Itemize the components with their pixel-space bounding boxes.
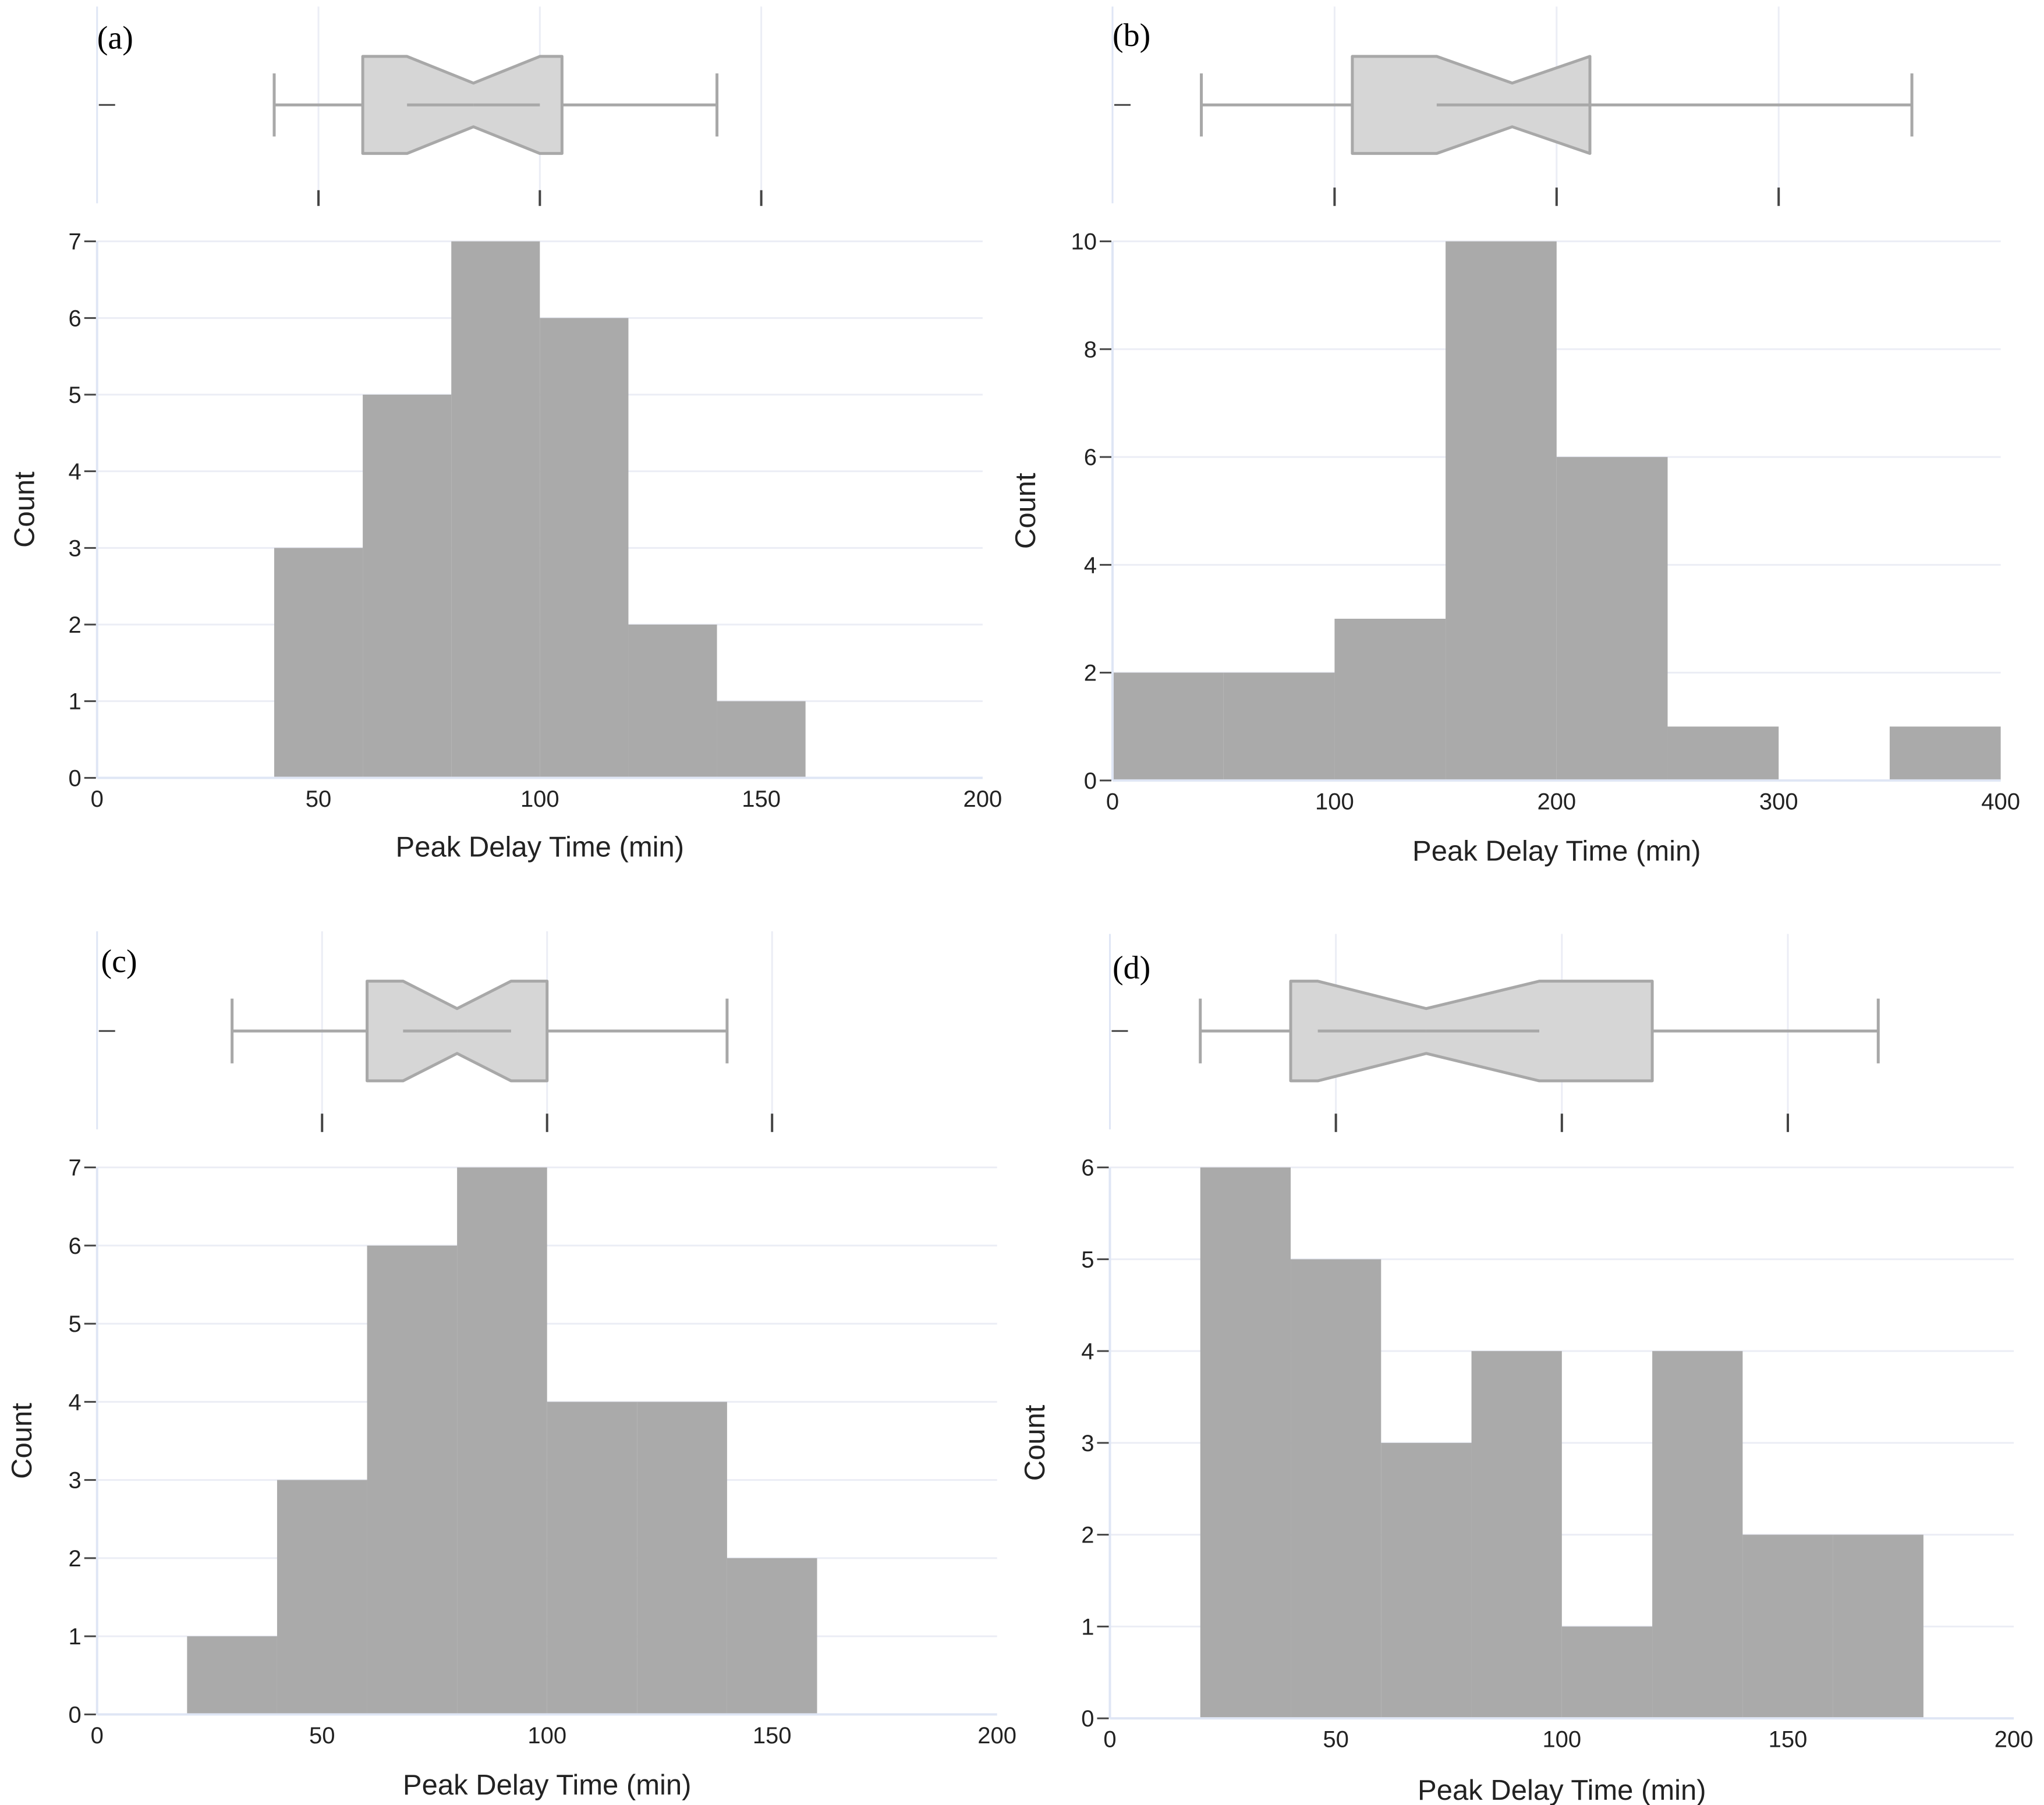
- y-tick-label: 3: [69, 536, 82, 561]
- x-tick-label: 150: [753, 1723, 792, 1749]
- panel-label-c: (c): [101, 944, 137, 980]
- histogram-bar: [1223, 672, 1335, 781]
- histogram-bar: [363, 394, 452, 778]
- x-tick-label: 200: [977, 1723, 1016, 1749]
- y-tick-label: 0: [69, 1702, 82, 1728]
- histogram-bar: [457, 1167, 547, 1715]
- histogram-bar: [1200, 1167, 1291, 1719]
- x-tick-label: 200: [1995, 1727, 2034, 1753]
- y-tick-label: 3: [69, 1468, 82, 1494]
- histogram-bar: [1446, 241, 1557, 781]
- histogram-bar: [1742, 1534, 1833, 1719]
- histogram-bar: [277, 1480, 367, 1715]
- y-tick-label: 7: [69, 1155, 82, 1181]
- x-tick-label: 100: [1315, 789, 1354, 814]
- y-tick-label: 5: [69, 382, 82, 408]
- histogram-bar: [1561, 1626, 1653, 1719]
- histogram-bar: [1112, 672, 1224, 781]
- y-tick-label: 4: [1081, 1339, 1094, 1364]
- histogram-bar: [540, 318, 629, 778]
- y-tick-label: 7: [69, 229, 82, 255]
- x-tick-label: 400: [1981, 789, 2020, 814]
- x-tick-label: 0: [1103, 1727, 1116, 1753]
- histogram-bar: [1291, 1259, 1381, 1719]
- y-tick-label: 2: [69, 612, 82, 638]
- x-axis-title-a: Peak Delay Time (min): [396, 832, 685, 863]
- panel-c: 0 1 2 3 4 5 6 7 0 50 100 150 200 (c) Peak Delay Time (…: [6, 931, 1016, 1801]
- panel-d: 0 1 2 3 4 5 6 0 50 100 150 200 (d) Peak Delay Time (m…: [1019, 934, 2034, 1805]
- y-tick-label: 8: [1084, 337, 1097, 363]
- y-tick-label: 5: [69, 1311, 82, 1337]
- histogram-bar: [717, 701, 806, 778]
- y-tick-label: 6: [1081, 1155, 1094, 1181]
- x-tick-label: 0: [91, 786, 104, 812]
- x-tick-label: 100: [1542, 1727, 1581, 1753]
- y-tick-label: 6: [69, 1233, 82, 1259]
- histogram-bar: [1381, 1442, 1472, 1719]
- panel-a: 0 1 2 3 4 5 6 7 0 50 100 150 200 (a) Peak Delay Time (…: [9, 6, 1002, 863]
- x-axis-title-d: Peak Delay Time (min): [1418, 1775, 1706, 1805]
- x-tick-label: 0: [91, 1723, 104, 1749]
- panel-label-b: (b): [1113, 17, 1150, 54]
- y-tick-label: 3: [1081, 1431, 1094, 1456]
- y-tick-label: 1: [69, 689, 82, 715]
- histogram-bar: [1471, 1351, 1562, 1719]
- x-tick-label: 50: [1323, 1727, 1349, 1753]
- y-axis-title-d: Count: [1019, 1405, 1051, 1481]
- x-tick-label: 300: [1759, 789, 1798, 814]
- x-axis-title-c: Peak Delay Time (min): [403, 1769, 692, 1801]
- x-tick-label: 100: [520, 786, 559, 812]
- histogram-bar: [1556, 457, 1668, 781]
- histogram-bar: [367, 1245, 458, 1715]
- histogram-bar: [628, 625, 717, 778]
- y-tick-label: 2: [69, 1546, 82, 1572]
- histogram-bar: [637, 1402, 727, 1715]
- y-tick-label: 6: [1084, 445, 1097, 470]
- x-tick-label: 50: [309, 1723, 335, 1749]
- x-tick-label: 50: [306, 786, 332, 812]
- y-axis-title-a: Count: [9, 471, 41, 548]
- y-tick-label: 0: [1084, 768, 1097, 794]
- y-tick-label: 5: [1081, 1247, 1094, 1272]
- y-tick-label: 10: [1071, 229, 1097, 255]
- y-axis-title-b: Count: [1010, 473, 1042, 549]
- y-tick-label: 4: [69, 459, 82, 485]
- y-tick-label: 1: [69, 1624, 82, 1650]
- y-tick-label: 2: [1081, 1523, 1094, 1548]
- x-tick-label: 200: [963, 786, 1002, 812]
- histogram-bar: [187, 1636, 277, 1715]
- histogram-bar: [1652, 1351, 1743, 1719]
- histogram-bar: [1889, 726, 2001, 781]
- y-tick-label: 0: [1081, 1706, 1094, 1732]
- histogram-bar: [274, 548, 363, 778]
- x-axis-title-b: Peak Delay Time (min): [1412, 835, 1701, 867]
- y-tick-label: 2: [1084, 661, 1097, 686]
- x-tick-label: 100: [527, 1723, 566, 1749]
- x-tick-label: 200: [1537, 789, 1576, 814]
- histogram-bar: [1833, 1534, 1923, 1719]
- y-tick-label: 4: [69, 1389, 82, 1415]
- panel-label-a: (a): [97, 20, 133, 56]
- panel-label-d: (d): [1113, 950, 1150, 986]
- y-tick-label: 4: [1084, 552, 1097, 578]
- y-tick-label: 6: [69, 306, 82, 331]
- x-tick-label: 0: [1106, 789, 1119, 814]
- histogram-bar: [1667, 726, 1779, 781]
- x-tick-label: 150: [1769, 1727, 1808, 1753]
- histogram-bar: [727, 1558, 817, 1715]
- histogram-bar: [547, 1402, 637, 1715]
- y-tick-label: 1: [1081, 1614, 1094, 1640]
- histogram-bar: [1334, 618, 1446, 781]
- x-tick-label: 150: [742, 786, 781, 812]
- y-axis-title-c: Count: [6, 1403, 38, 1479]
- y-tick-label: 0: [69, 765, 82, 791]
- histogram-bar: [451, 241, 540, 778]
